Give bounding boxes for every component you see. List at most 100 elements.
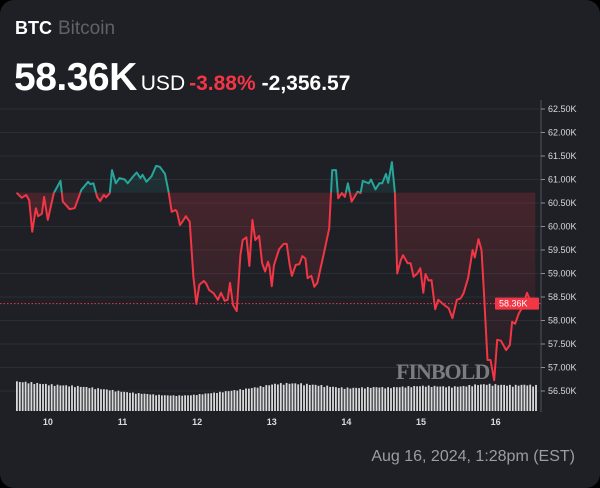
volume-bar [346, 387, 349, 411]
volume-bar [65, 385, 68, 411]
volume-bar [468, 385, 471, 411]
volume-bar [120, 391, 123, 411]
x-tick-label: 12 [192, 417, 202, 427]
volume-bar [491, 385, 494, 411]
volume-bar [204, 393, 207, 411]
volume-bar [358, 388, 360, 411]
volume-bar [282, 384, 285, 411]
volume-bar [132, 392, 134, 411]
volume-bar [236, 390, 239, 411]
volume-bar [62, 385, 65, 411]
volume-bar [485, 384, 488, 411]
volume-bar [494, 384, 497, 411]
volume-bar [514, 384, 517, 411]
volume-bar [155, 395, 157, 411]
volume-bar [427, 385, 430, 411]
volume-bar [224, 391, 227, 411]
volume-bar [259, 386, 262, 411]
volume-bar [398, 387, 401, 411]
volume-bar [219, 391, 221, 411]
volume-bar [94, 389, 97, 411]
asset-name: Bitcoin [58, 18, 116, 39]
volume-bar [285, 382, 288, 411]
volume-bar [123, 391, 126, 411]
y-tick-label: 57.50K [548, 339, 577, 349]
volume-bar [453, 386, 456, 411]
volume-bar [45, 383, 47, 411]
volume-bar [369, 387, 372, 411]
volume-bar [216, 392, 218, 411]
volume-bar [439, 386, 442, 411]
volume-bar [169, 395, 172, 411]
volume-bar [395, 387, 398, 411]
volume-bar [140, 393, 143, 411]
volume-bar [210, 393, 213, 411]
volume-bar [59, 385, 62, 411]
volume-bar [511, 386, 514, 411]
volume-bar [424, 386, 427, 411]
x-tick-label: 14 [341, 417, 351, 427]
volume-bar [233, 390, 236, 411]
volume-bar [39, 383, 41, 411]
volume-bar [74, 387, 76, 411]
volume-bar [448, 386, 450, 411]
volume-bar [181, 395, 184, 411]
volume-bar [451, 387, 453, 411]
volume-bar [146, 393, 149, 411]
volume-bar [274, 383, 276, 411]
volume-bar [433, 385, 436, 411]
volume-bar [474, 384, 476, 411]
volume-bar [303, 385, 305, 411]
volume-bar [306, 383, 308, 411]
volume-bar [311, 384, 314, 411]
y-tick-label: 60.00K [548, 222, 577, 232]
volume-bar [332, 386, 334, 411]
volume-bar [201, 394, 204, 411]
volume-bar [111, 389, 114, 411]
volume-bar [375, 387, 378, 411]
volume-bar [30, 382, 33, 411]
last-price-label: 58.36K [499, 299, 528, 309]
volume-bar [230, 390, 233, 411]
volume-bar [161, 395, 163, 411]
volume-bar [134, 393, 137, 411]
volume-bar [317, 385, 320, 411]
volume-bar [149, 394, 152, 411]
volume-bar [459, 386, 462, 411]
change-percent: -3.88% [189, 72, 256, 95]
volume-bar [190, 395, 192, 411]
volume-bar [436, 386, 439, 411]
volume-bar [337, 388, 340, 411]
y-tick-label: 58.50K [548, 292, 577, 302]
volume-bar [126, 392, 128, 411]
x-tick-label: 16 [491, 417, 501, 427]
volume-bar [277, 384, 279, 411]
volume-bar [410, 387, 413, 411]
volume-bar [503, 384, 505, 411]
volume-bar [497, 385, 500, 411]
volume-bar [442, 386, 445, 411]
volume-bar [532, 386, 534, 411]
volume-bar [207, 393, 210, 411]
volume-bar [456, 386, 459, 411]
volume-bar [526, 385, 529, 411]
volume-bar [355, 387, 358, 411]
volume-bar [213, 392, 215, 411]
volume-bar [535, 384, 537, 411]
finbold-watermark: FINBOLD [396, 359, 489, 384]
volume-bar [250, 388, 253, 411]
volume-bar [76, 385, 79, 411]
volume-bar [288, 383, 291, 411]
volume-bar [413, 385, 416, 411]
volume-bar [326, 385, 329, 411]
currency: USD [140, 72, 186, 95]
volume-bar [158, 394, 160, 411]
volume-bar [477, 385, 479, 411]
timestamp: Aug 16, 2024, 1:28pm (EST) [371, 448, 575, 465]
volume-bar [364, 388, 366, 411]
volume-bar [163, 395, 166, 411]
volume-bar [24, 381, 27, 411]
volume-bar [42, 384, 44, 411]
price-line-down [15, 192, 536, 382]
